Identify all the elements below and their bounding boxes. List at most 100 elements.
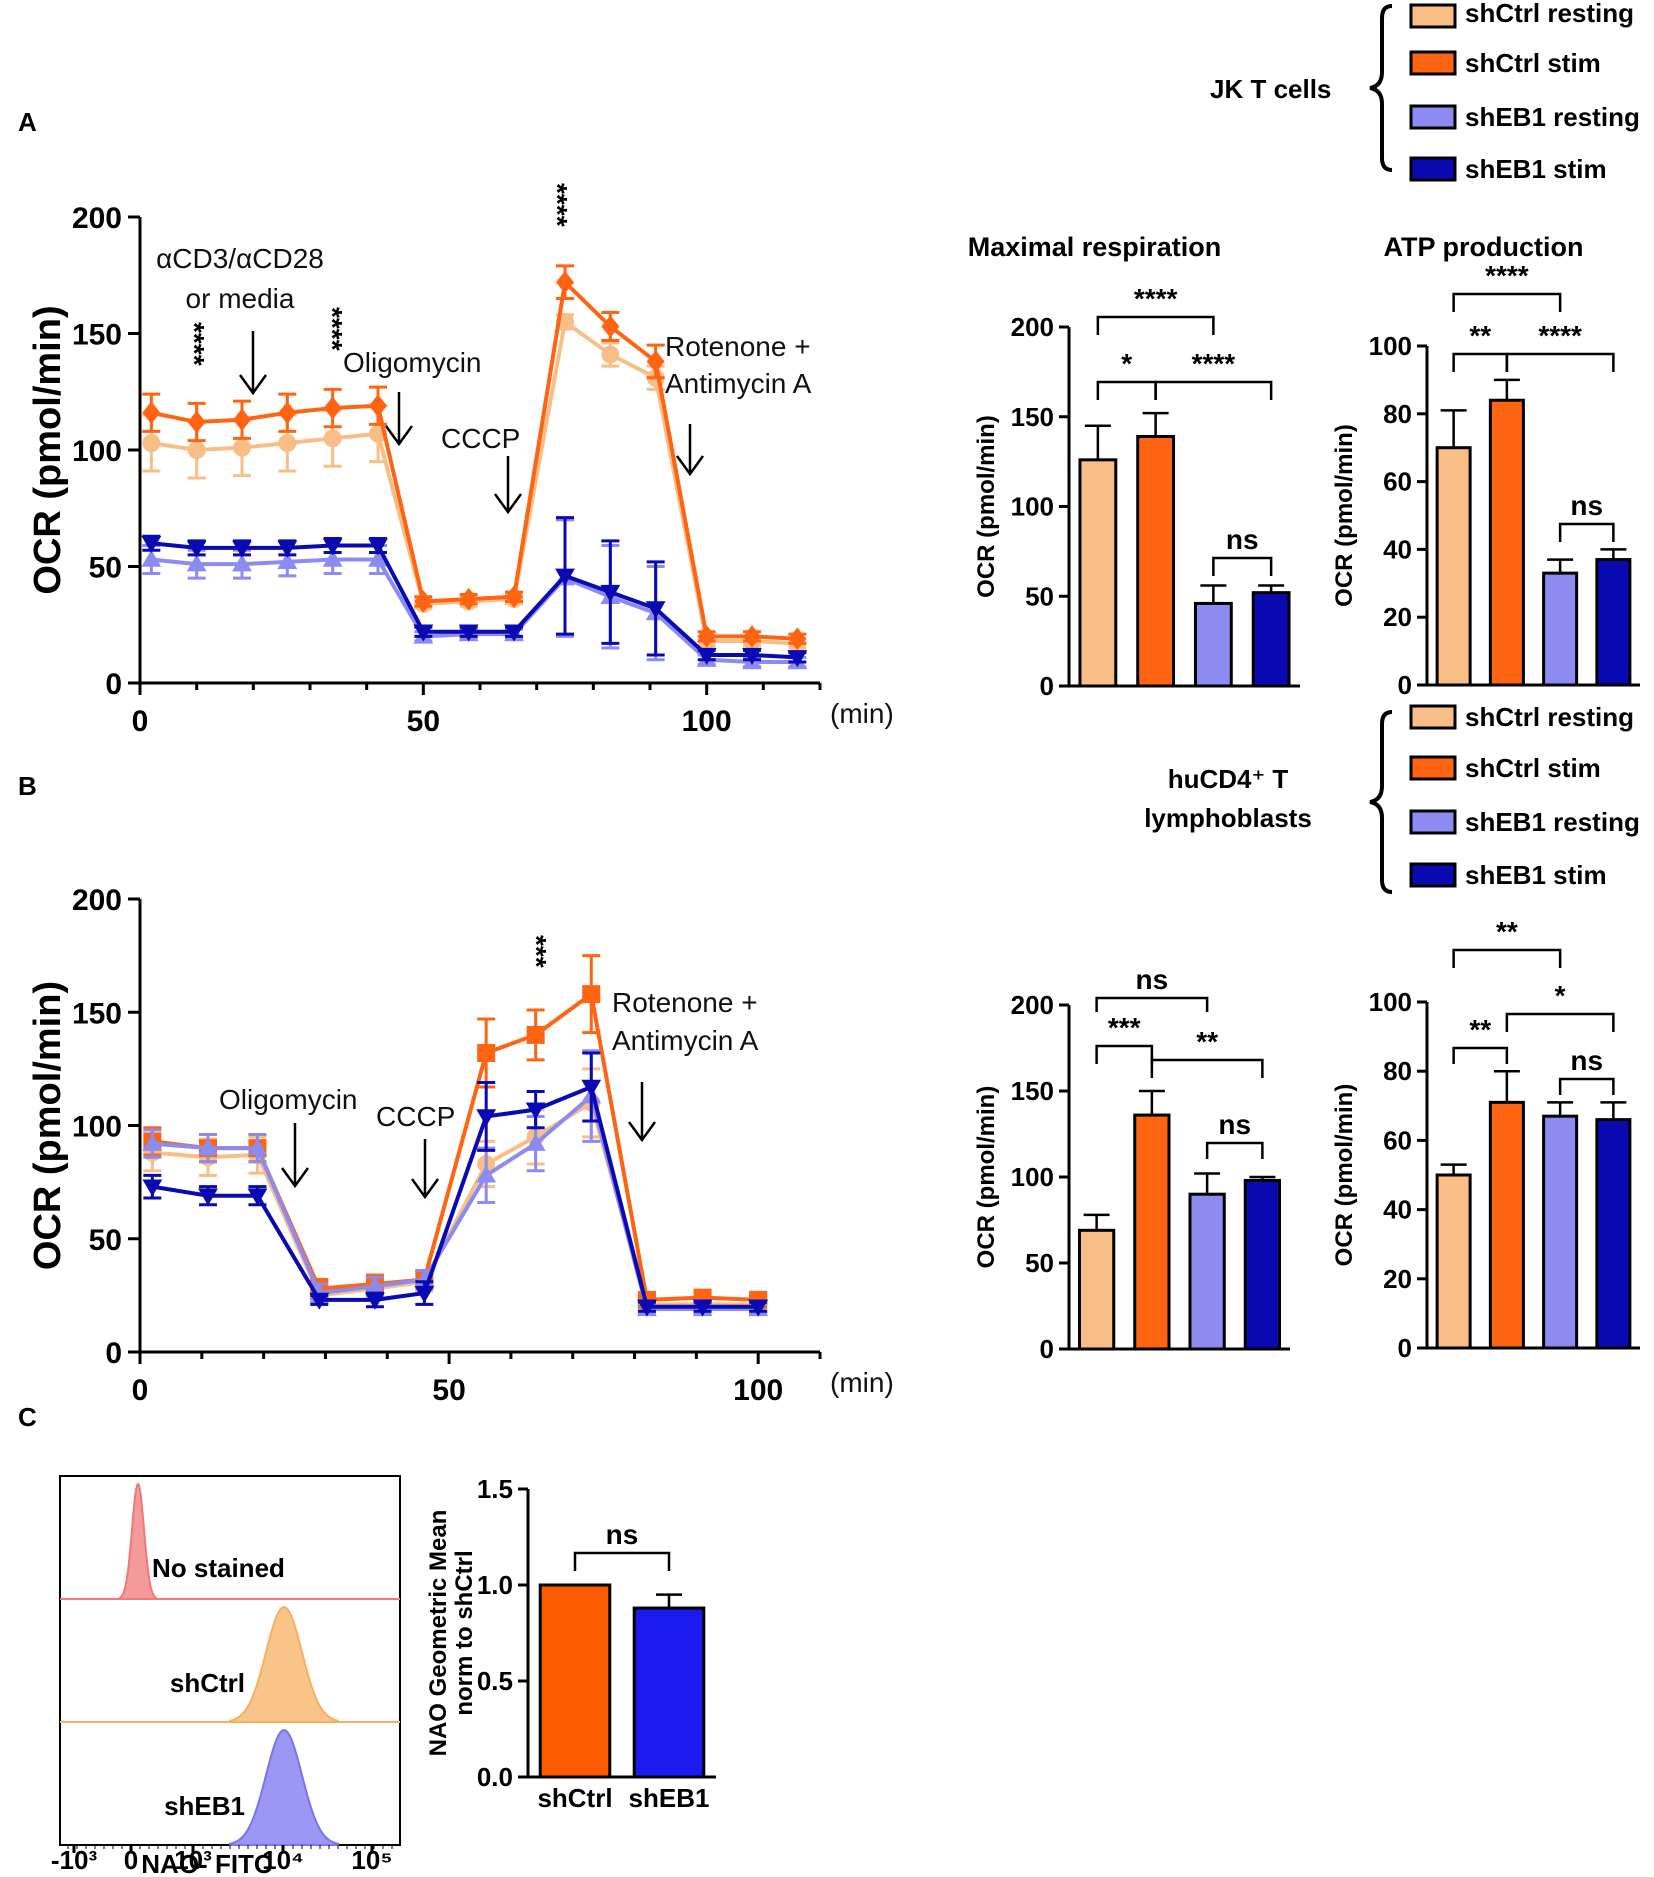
data-point xyxy=(556,270,574,294)
x-tick-label: 50 xyxy=(407,705,440,738)
data-point xyxy=(637,1299,657,1317)
x-tick-label: 10⁴ xyxy=(262,1845,304,1875)
bar-sheb1-resting xyxy=(1193,584,1233,688)
error-bar xyxy=(1084,424,1111,460)
bar xyxy=(1243,1178,1282,1351)
legend-group-hucd4-line1: huCD4⁺ T xyxy=(1168,764,1289,794)
significance-label: ns xyxy=(606,1519,639,1550)
legend-swatch xyxy=(1409,50,1457,76)
data-point xyxy=(555,568,575,586)
significance-label: **** xyxy=(1192,348,1236,379)
bar xyxy=(1595,558,1632,687)
legend-brace-b xyxy=(1369,710,1393,894)
ocr-timecourse-hucd4: 0 50 100 150 200 0 50 100 (min) OCR (pmol/min) Oli… xyxy=(27,884,894,1407)
data-point xyxy=(697,625,716,648)
significance-bracket xyxy=(573,1551,671,1571)
y-tick-label: 0 xyxy=(1398,1333,1412,1363)
bar xyxy=(1435,1173,1472,1350)
annotation-rotenone: Rotenone + xyxy=(665,331,811,362)
nao-histogram: No stained shCtrl shEB1 0 -10³ 10³ 10⁴ 10⁵ NAO- … xyxy=(51,1475,401,1877)
bar xyxy=(1435,446,1472,687)
x-tick-label: 0 xyxy=(132,705,149,738)
bar-shctrl-resting xyxy=(1077,1213,1116,1351)
bar xyxy=(1077,1228,1116,1351)
significance-label: **** xyxy=(542,183,573,227)
legend-swatch xyxy=(1409,156,1457,182)
x-tick-label: 10⁵ xyxy=(351,1845,392,1875)
legend-group-hucd4-line2: lymphoblasts xyxy=(1144,803,1312,833)
annotation-stim: or media xyxy=(186,283,295,314)
legend-label: shEB1 resting xyxy=(1465,102,1640,132)
bar-sheb1-resting xyxy=(1542,558,1579,687)
event-arrow xyxy=(627,1082,657,1143)
x-tick-label: 0 xyxy=(132,1374,149,1407)
event-arrow xyxy=(238,331,268,396)
y-tick-label: 80 xyxy=(1383,1056,1412,1086)
significance-label: **** xyxy=(1485,260,1529,291)
legend-swatch xyxy=(1409,3,1457,29)
y-tick-label: 150 xyxy=(72,319,122,352)
data-point xyxy=(646,350,665,373)
panel-label-c: C xyxy=(18,1402,37,1432)
event-arrow xyxy=(280,1123,310,1189)
x-tick-label: 100 xyxy=(682,705,732,738)
bar xyxy=(1133,1113,1171,1351)
data-point xyxy=(141,549,162,567)
series-shctrl-stim xyxy=(142,264,807,650)
significance-label: **** xyxy=(317,307,348,351)
histogram-label: shEB1 xyxy=(164,1791,245,1821)
series-line xyxy=(152,1092,759,1311)
event-arrow xyxy=(384,392,414,447)
bar-shctrl xyxy=(538,1583,612,1779)
data-point xyxy=(277,540,298,558)
data-point xyxy=(233,438,251,457)
y-tick-label: 40 xyxy=(1383,534,1412,564)
error-bar xyxy=(1194,1172,1221,1195)
bar-shctrl-stim xyxy=(1136,411,1176,688)
annotation-rotenone: Rotenone + xyxy=(612,987,758,1018)
data-point xyxy=(141,536,162,554)
y-tick-label: 100 xyxy=(1369,331,1412,361)
y-tick-label: 80 xyxy=(1383,399,1412,429)
significance-label: ns xyxy=(1570,1045,1603,1076)
legend-swatch xyxy=(1409,704,1457,730)
x-tick-label: -10³ xyxy=(51,1845,98,1875)
data-point xyxy=(187,441,206,459)
chart-title: ATP production xyxy=(1384,232,1584,262)
data-point xyxy=(581,1079,602,1097)
y-tick-label: 20 xyxy=(1383,602,1412,632)
annotation-rotenone: Antimycin A xyxy=(665,368,812,399)
data-point xyxy=(233,408,251,431)
histogram-peak xyxy=(229,1728,339,1846)
annotation-oligomycin: Oligomycin xyxy=(219,1084,357,1115)
error-bar xyxy=(1547,1101,1574,1117)
y-tick-label: 100 xyxy=(1369,987,1412,1017)
significance-label: ** xyxy=(1469,1014,1491,1045)
y-tick-label: 150 xyxy=(1011,1076,1054,1106)
data-point xyxy=(142,1179,163,1197)
significance-bracket xyxy=(1505,352,1615,372)
significance-label: **** xyxy=(1538,320,1582,351)
error-bar xyxy=(1142,411,1169,437)
data-point xyxy=(187,410,206,434)
x-tick-label: shCtrl xyxy=(537,1783,612,1813)
y-axis-label: NAO Geometric Mean xyxy=(425,1510,452,1757)
data-point xyxy=(142,1133,163,1151)
data-point xyxy=(186,554,207,572)
error-bar xyxy=(1493,378,1520,401)
legend-label: shCtrl stim xyxy=(1465,48,1601,78)
data-point xyxy=(369,394,387,417)
data-point xyxy=(198,1188,218,1206)
x-tick-label: 10³ xyxy=(174,1845,212,1875)
event-arrow xyxy=(675,424,705,477)
x-tick-label: 0 xyxy=(124,1845,138,1875)
data-point xyxy=(788,627,807,650)
legend-swatch xyxy=(1409,104,1457,130)
legend-swatch xyxy=(1409,755,1457,781)
bar xyxy=(1251,591,1291,688)
y-tick-label: 0 xyxy=(1040,671,1054,701)
data-point xyxy=(525,1102,546,1120)
